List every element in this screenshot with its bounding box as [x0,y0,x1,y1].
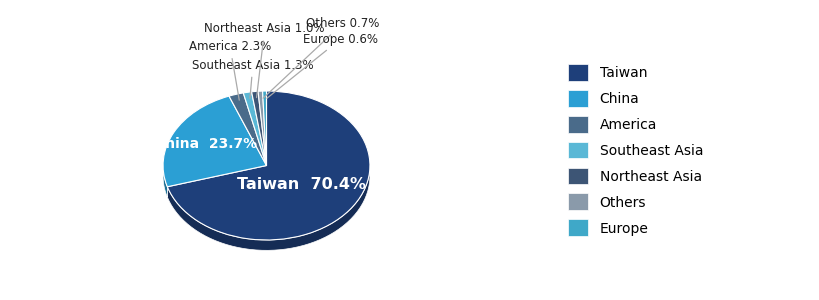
Text: China  23.7%: China 23.7% [155,137,257,151]
Wedge shape [243,92,266,166]
Wedge shape [258,91,266,166]
Polygon shape [163,162,167,197]
Text: Southeast Asia 1.3%: Southeast Asia 1.3% [192,59,313,98]
Wedge shape [262,91,266,166]
Wedge shape [229,93,266,166]
Polygon shape [167,163,369,250]
Legend: Taiwan, China, America, Southeast Asia, Northeast Asia, Others, Europe: Taiwan, China, America, Southeast Asia, … [561,58,708,242]
Wedge shape [167,91,369,240]
Text: America 2.3%: America 2.3% [188,40,271,100]
Text: Others 0.7%: Others 0.7% [263,17,378,98]
Text: Europe 0.6%: Europe 0.6% [267,33,378,98]
Wedge shape [251,91,266,166]
Wedge shape [163,96,266,187]
Text: Northeast Asia 1.0%: Northeast Asia 1.0% [204,22,324,98]
Text: Taiwan  70.4%: Taiwan 70.4% [237,177,365,192]
